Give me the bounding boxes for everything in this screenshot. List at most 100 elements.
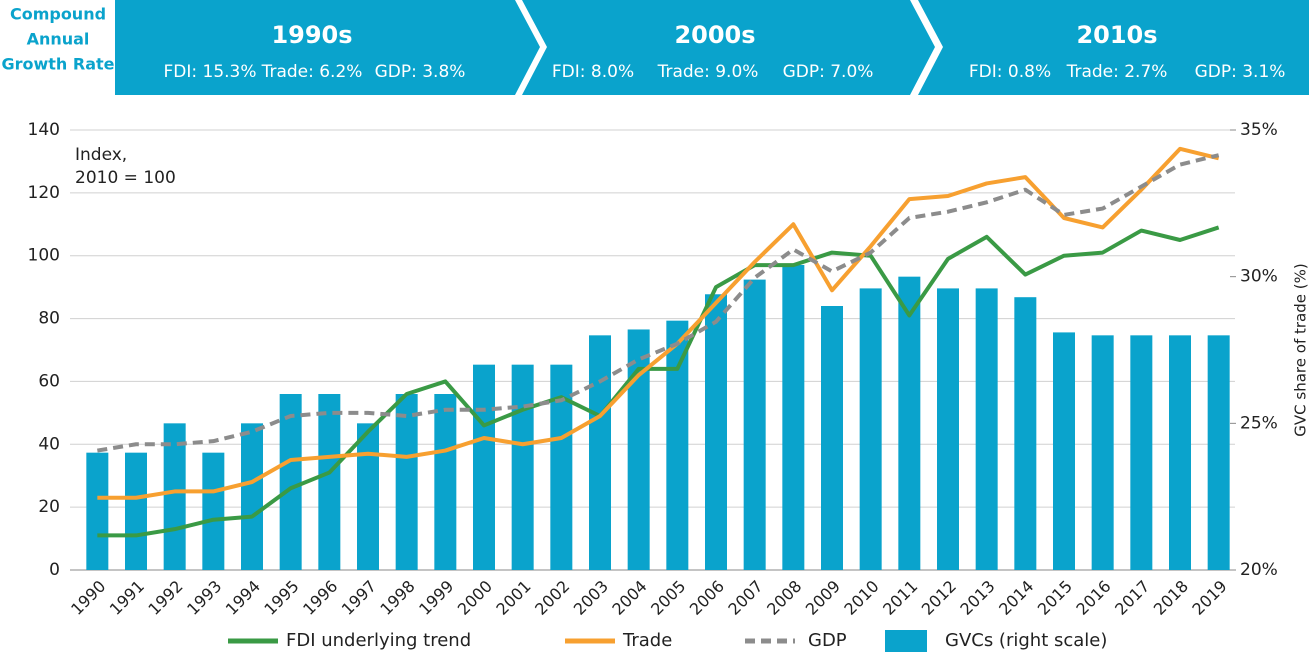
bar: [975, 288, 998, 570]
x-tick-label: 2009: [802, 577, 844, 619]
x-tick-label: 1991: [106, 577, 148, 619]
bar: [898, 276, 921, 570]
bar: [627, 329, 650, 570]
line-series: [97, 146, 1220, 500]
bar: [705, 294, 727, 570]
bar: [1091, 335, 1114, 570]
bar: [1169, 335, 1191, 570]
bar: [782, 264, 805, 570]
y-tick-label: 100: [28, 246, 60, 266]
y-tick-label: 120: [28, 183, 60, 203]
y2-axis-label: GVC share of trade (%): [1292, 263, 1309, 436]
x-tick-label: 2003: [570, 577, 612, 619]
y2-tick-label: 35%: [1240, 120, 1278, 140]
x-tick-label: 1998: [376, 577, 418, 619]
x-tick-label: 2002: [531, 577, 573, 619]
period-rate: FDI: 15.3%: [163, 62, 256, 82]
x-tick-label: 1994: [222, 577, 264, 619]
y2-tick-label: 25%: [1240, 413, 1278, 433]
bar: [666, 320, 689, 570]
y2-tick-label: 30%: [1240, 267, 1278, 287]
period-banner: [918, 0, 1309, 95]
bar: [1014, 297, 1037, 570]
x-tick-label: 2000: [454, 577, 496, 619]
x-tick-label: 1997: [338, 577, 380, 619]
line-series: [97, 225, 1220, 538]
bar: [589, 335, 611, 570]
bar: [550, 364, 573, 570]
period-title: 2010s: [1076, 21, 1157, 49]
x-tick-label: 2016: [1072, 577, 1114, 619]
x-tick-label: 2013: [956, 577, 998, 619]
bar: [86, 452, 109, 570]
period-banner: [522, 0, 935, 95]
bar: [743, 279, 766, 570]
legend-label: FDI underlying trend: [286, 630, 471, 651]
period-rate: GDP: 3.8%: [375, 62, 466, 82]
y2-tick-label: 20%: [1240, 560, 1278, 580]
bar: [1207, 335, 1230, 570]
period-rate: FDI: 8.0%: [552, 62, 634, 82]
x-tick-label: 1993: [183, 577, 225, 619]
bar: [821, 306, 843, 570]
x-tick-label: 2014: [995, 577, 1037, 619]
bar: [202, 452, 225, 570]
x-tick-label: 1995: [260, 577, 302, 619]
header-label: Compound: [10, 5, 106, 24]
period-rate: GDP: 7.0%: [783, 62, 874, 82]
header-label: Growth Rate: [1, 55, 114, 74]
period-banner: [115, 0, 540, 95]
x-tick-label: 1992: [144, 577, 186, 619]
x-tick-label: 2001: [492, 577, 534, 619]
x-tick-label: 1990: [67, 577, 109, 619]
bar: [1130, 335, 1153, 570]
x-tick-label: 2012: [918, 577, 960, 619]
x-tick-label: 2019: [1188, 577, 1230, 619]
legend-label: GDP: [808, 630, 847, 651]
x-tick-label: 2008: [763, 577, 805, 619]
header-label: Annual: [27, 30, 90, 49]
period-rate: GDP: 3.1%: [1195, 62, 1286, 82]
bar: [859, 288, 882, 570]
bar: [1053, 332, 1075, 570]
period-title: 2000s: [674, 21, 755, 49]
bar: [279, 394, 302, 570]
legend-swatch: [885, 630, 927, 652]
bar: [434, 394, 457, 570]
period-rate: FDI: 0.8%: [969, 62, 1051, 82]
legend-label: Trade: [622, 630, 672, 651]
y-tick-label: 0: [49, 560, 60, 580]
annotation: 2010 = 100: [75, 168, 176, 188]
x-tick-label: 1999: [415, 577, 457, 619]
x-tick-label: 2007: [724, 577, 766, 619]
period-rate: Trade: 6.2%: [261, 62, 363, 82]
x-tick-label: 2010: [840, 577, 882, 619]
period-rate: Trade: 9.0%: [657, 62, 759, 82]
period-title: 1990s: [271, 21, 352, 49]
header: Compound Annual Growth Rate: [1, 0, 1309, 95]
line-series: [97, 153, 1220, 453]
bar: [241, 423, 263, 570]
bar: [125, 452, 147, 570]
y-tick-label: 40: [38, 434, 60, 454]
y-tick-label: 60: [38, 371, 60, 391]
bar: [395, 394, 418, 570]
bar: [511, 364, 534, 570]
legend-label: GVCs (right scale): [945, 630, 1107, 651]
annotation: Index,: [75, 145, 127, 165]
bar: [473, 364, 495, 570]
x-tick-label: 2006: [686, 577, 728, 619]
y-tick-label: 80: [38, 309, 60, 329]
bar: [357, 423, 379, 570]
x-tick-label: 2015: [1034, 577, 1076, 619]
x-tick-label: 1996: [299, 577, 341, 619]
bar: [937, 288, 959, 570]
x-tick-label: 2011: [879, 577, 921, 619]
x-tick-label: 2017: [1111, 577, 1153, 619]
x-tick-label: 2005: [647, 577, 689, 619]
y-tick-label: 140: [28, 120, 60, 140]
y-tick-label: 20: [38, 497, 60, 517]
x-tick-label: 2018: [1150, 577, 1192, 619]
period-rate: Trade: 2.7%: [1066, 62, 1168, 82]
